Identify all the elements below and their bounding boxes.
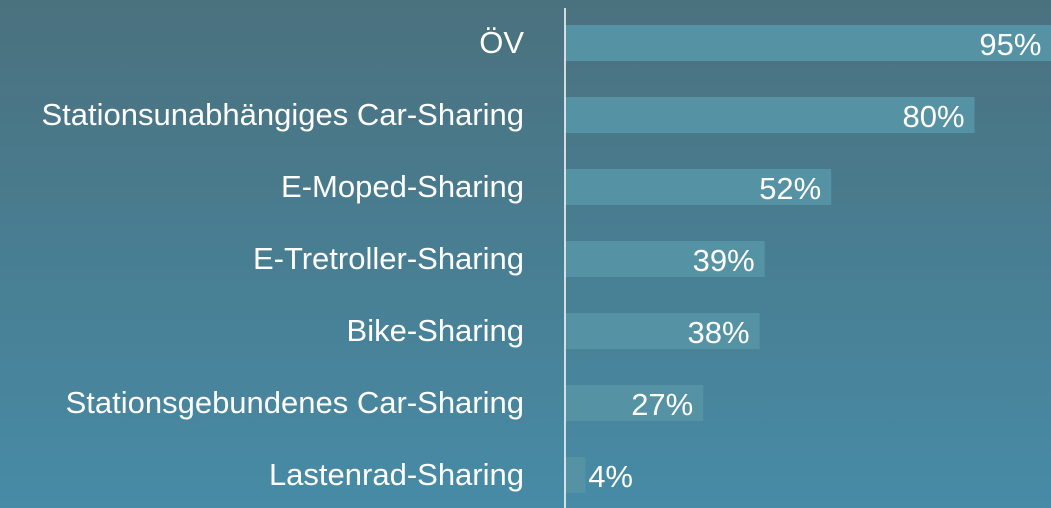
value-label: 27% — [631, 387, 693, 422]
category-label: Stationsunabhängiges Car-Sharing — [41, 97, 524, 132]
value-label: 39% — [693, 243, 755, 278]
value-label: 52% — [759, 171, 821, 206]
bar — [565, 169, 832, 205]
category-label: Bike-Sharing — [347, 313, 524, 348]
bar — [565, 385, 704, 421]
value-label: 80% — [903, 99, 965, 134]
bar — [565, 313, 760, 349]
category-label: Stationsgebundenes Car-Sharing — [66, 385, 524, 420]
category-label: E-Moped-Sharing — [281, 169, 524, 204]
bar — [565, 241, 765, 277]
value-label: 38% — [688, 315, 750, 350]
category-label: ÖV — [479, 25, 524, 60]
bar — [565, 457, 586, 493]
category-label: E-Tretroller-Sharing — [253, 241, 524, 276]
value-label: 95% — [979, 27, 1041, 62]
bar — [565, 97, 975, 133]
bar — [565, 25, 1051, 61]
category-label: Lastenrad-Sharing — [269, 457, 524, 492]
value-label: 4% — [588, 459, 633, 494]
